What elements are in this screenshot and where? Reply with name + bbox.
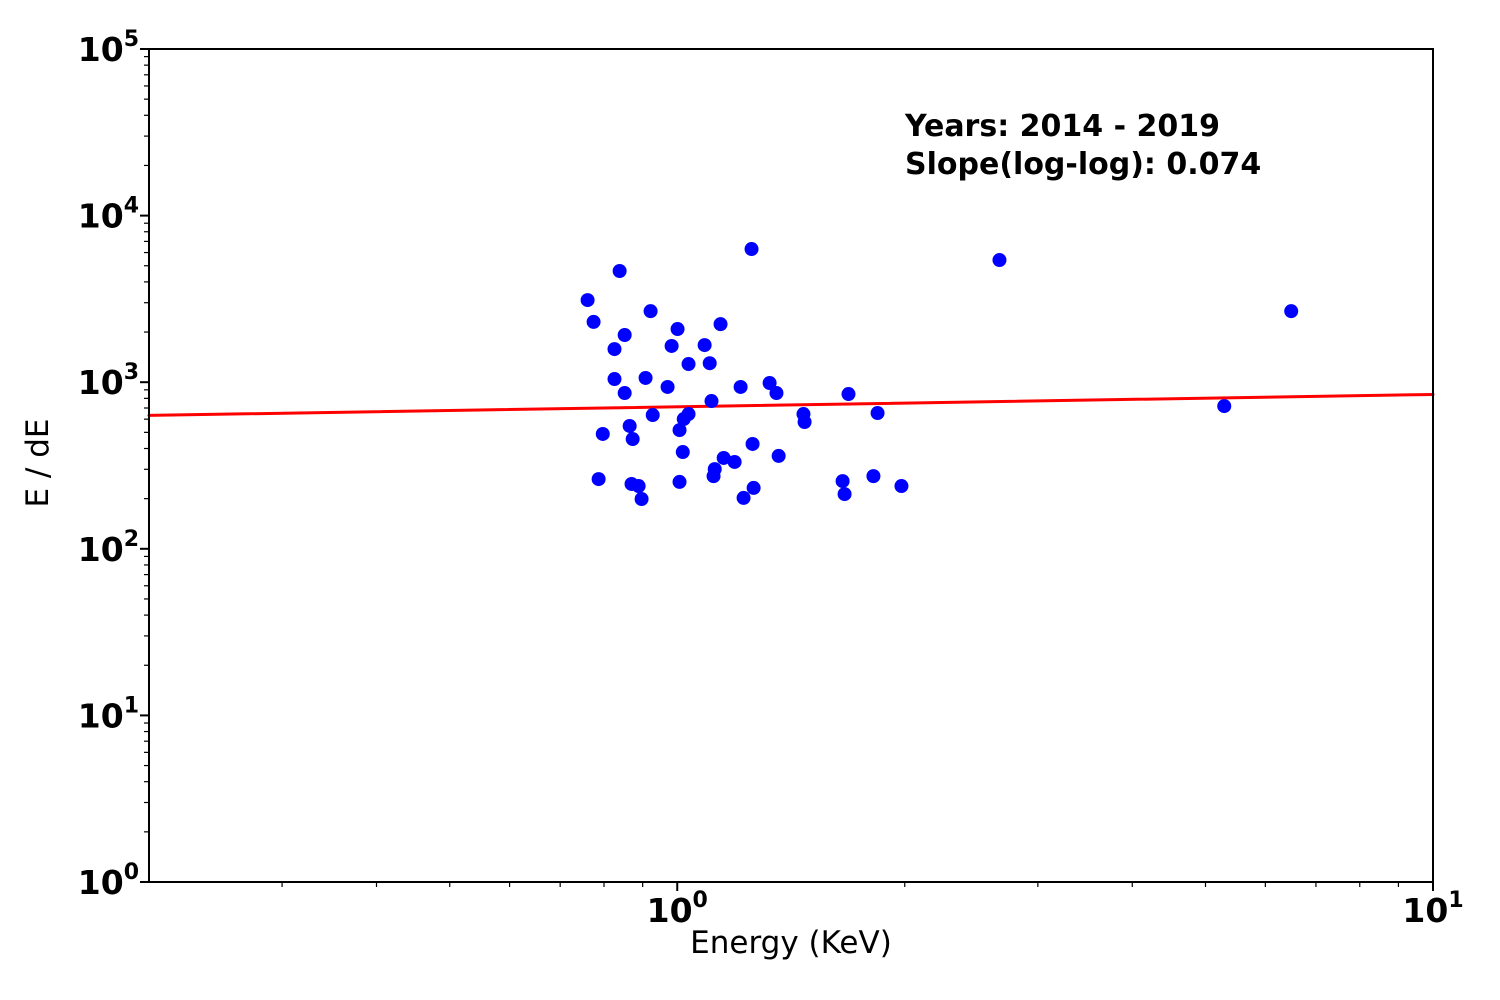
scatter-point (645, 408, 660, 423)
annotation-years: Years: 2014 - 2019 (904, 109, 1220, 144)
scatter-point (870, 406, 885, 421)
y-tick-label: 104 (78, 194, 139, 236)
y-tick-label: 103 (78, 360, 139, 402)
y-tick-label: 105 (78, 27, 139, 69)
scatter-point (746, 480, 761, 495)
scatter-point (617, 328, 632, 343)
scatter-point (733, 379, 748, 394)
fit-line (147, 392, 1435, 417)
scatter-point (704, 394, 719, 409)
scatter-point (672, 423, 687, 438)
x-axis-label: Energy (KeV) (690, 925, 892, 961)
fit-line-group (147, 392, 1435, 417)
scatter-point (837, 487, 852, 502)
scatter-point (634, 492, 649, 507)
scatter-point (771, 448, 786, 463)
scatter-point (713, 317, 728, 332)
scatter-point (769, 386, 784, 401)
scatter-point (586, 314, 601, 329)
scatter-point (745, 436, 760, 451)
scatter-point (638, 370, 653, 385)
y-axis-label: E / dE (20, 418, 56, 507)
scatter-point (681, 357, 696, 372)
scatter-point (622, 418, 637, 433)
scatter-point (797, 414, 812, 429)
scatter-point (702, 356, 717, 371)
y-tick-label: 100 (78, 860, 139, 902)
scatter-point (706, 469, 721, 484)
scatter-point (894, 479, 909, 494)
annotation-slope: Slope(log-log): 0.074 (905, 147, 1261, 182)
scatter-point (670, 322, 685, 337)
scatter-point (744, 242, 759, 257)
scatter-point (736, 490, 751, 505)
scatter-point (625, 432, 640, 447)
scatter-point (664, 338, 679, 353)
y-tick-label: 102 (78, 527, 139, 569)
scatter-point (607, 372, 622, 387)
scatter-point (716, 450, 731, 465)
scatter-point (675, 445, 690, 460)
scatter-point (595, 426, 610, 441)
scatter-point (727, 454, 742, 469)
scatter-point (697, 338, 712, 353)
scatter-point (643, 304, 658, 319)
x-tick-label: 101 (1402, 888, 1463, 930)
scatter-point (607, 342, 622, 357)
plot-frame (148, 48, 1434, 883)
scatter-point (762, 376, 777, 391)
x-tick-label: 100 (647, 888, 708, 930)
scatter-point (841, 387, 856, 402)
scatter-point (866, 469, 881, 484)
scatter-point (617, 386, 632, 401)
scatter-point (1217, 399, 1232, 414)
scatter-point (660, 379, 675, 394)
scatter-point (580, 293, 595, 308)
scatter-points (580, 242, 1299, 507)
scatter-point (676, 412, 691, 427)
scatter-point (672, 474, 687, 489)
scatter-point (631, 479, 646, 494)
scatter-point (992, 253, 1007, 268)
scatter-point (1284, 304, 1299, 319)
scatter-point (612, 264, 627, 279)
y-tick-label: 101 (78, 693, 139, 735)
scatter-point (591, 472, 606, 487)
scatter-point (835, 474, 850, 489)
axis-tick-labels: 100 101 102 103 104 105 100 101 (78, 27, 1464, 930)
